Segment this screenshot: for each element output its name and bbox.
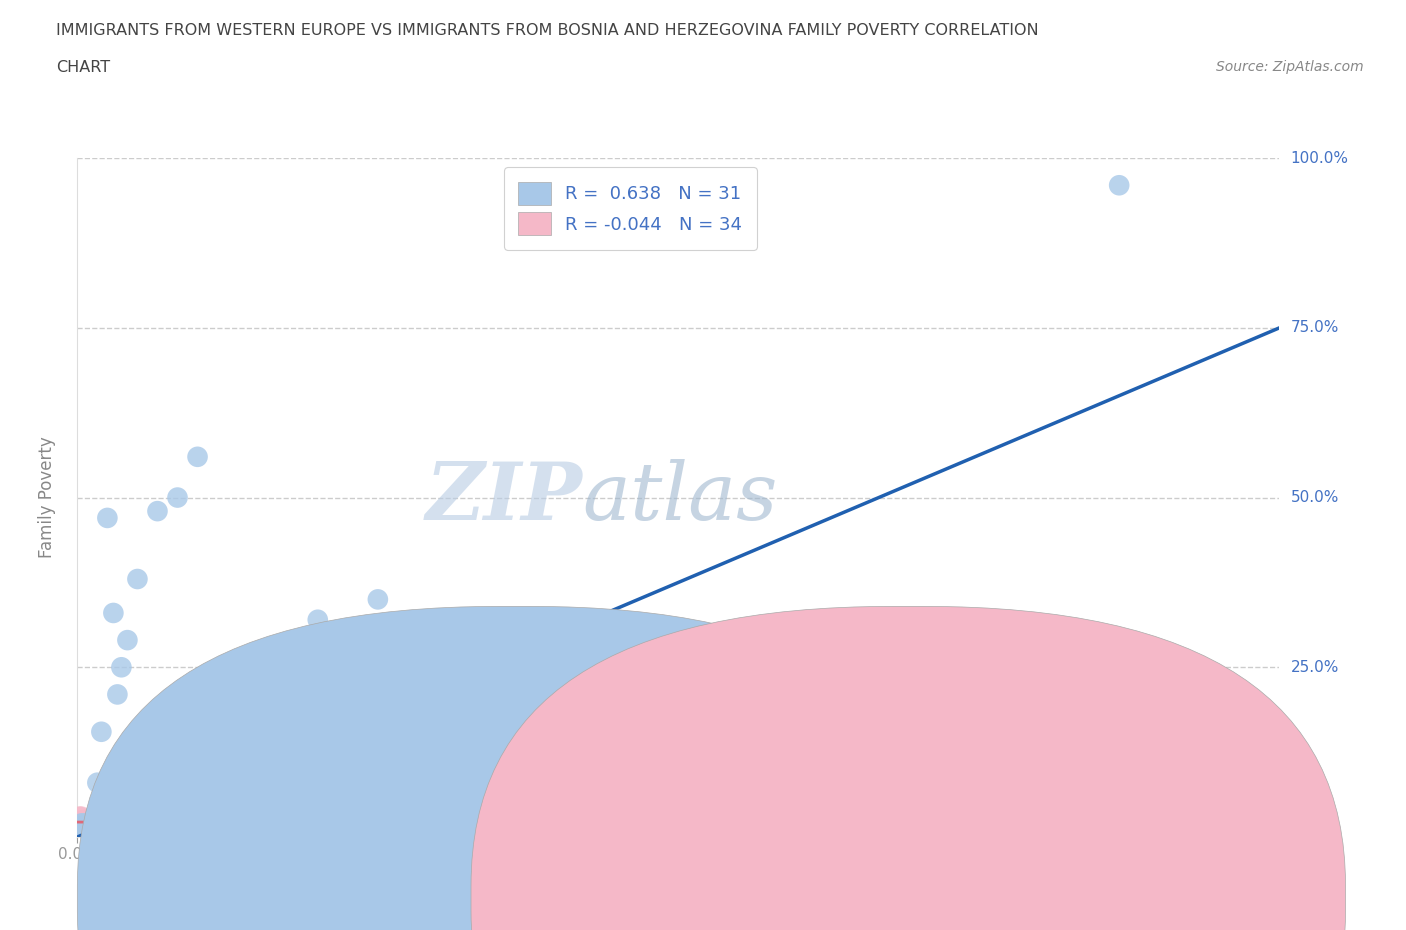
Point (367, 592, 389, 607)
Point (70, 823, 93, 838)
Point (103, 605, 125, 620)
Point (127, 816, 149, 830)
Text: Immigrants from Bosnia and Herzegovina: Immigrants from Bosnia and Herzegovina (931, 891, 1250, 906)
Point (267, 735, 290, 750)
Point (90, 813, 112, 828)
Point (117, 632, 139, 647)
Point (110, 813, 132, 828)
Point (406, 819, 429, 834)
Point (186, 449, 209, 464)
Point (186, 816, 209, 830)
Point (86, 816, 108, 830)
Point (82, 816, 104, 830)
Point (226, 727, 249, 742)
Point (146, 504, 169, 519)
Point (267, 816, 290, 830)
Point (107, 687, 129, 702)
Point (226, 819, 249, 834)
Point (79, 813, 101, 828)
Point (1108, 178, 1130, 193)
Point (67, 809, 90, 824)
Point (75, 819, 97, 834)
Point (326, 819, 349, 834)
Point (75, 819, 97, 834)
Point (75, 813, 97, 828)
Point (72, 823, 94, 838)
Point (72, 813, 94, 828)
Legend: R =  0.638   N = 31, R = -0.044   N = 34: R = 0.638 N = 31, R = -0.044 N = 34 (503, 167, 756, 249)
Text: 0.0%: 0.0% (1291, 830, 1329, 844)
Point (82, 809, 104, 824)
Point (166, 490, 188, 505)
Point (70, 809, 93, 824)
Point (76, 816, 98, 830)
Text: ZIP: ZIP (426, 458, 582, 537)
Point (988, 626, 1011, 641)
Point (72, 819, 94, 834)
Point (67, 816, 90, 830)
Point (76, 823, 98, 838)
Point (84, 819, 107, 834)
Text: Immigrants from Western Europe: Immigrants from Western Europe (537, 891, 792, 906)
Text: IMMIGRANTS FROM WESTERN EUROPE VS IMMIGRANTS FROM BOSNIA AND HERZEGOVINA FAMILY : IMMIGRANTS FROM WESTERN EUROPE VS IMMIGR… (56, 23, 1039, 38)
Point (107, 819, 129, 834)
Point (70, 816, 93, 830)
Point (70, 816, 93, 830)
Point (486, 819, 509, 834)
Point (82, 816, 104, 830)
Point (96, 817, 118, 832)
Point (146, 813, 169, 828)
Text: CHART: CHART (56, 60, 110, 75)
Point (86, 776, 108, 790)
Point (79, 816, 101, 830)
Point (127, 572, 149, 587)
Point (110, 660, 132, 675)
Text: 75.0%: 75.0% (1291, 320, 1339, 336)
Text: Source: ZipAtlas.com: Source: ZipAtlas.com (1216, 60, 1364, 74)
Point (103, 816, 125, 830)
Point (70, 823, 93, 838)
Point (166, 817, 188, 832)
Point (76, 816, 98, 830)
Point (136, 819, 159, 834)
Point (90, 724, 112, 739)
Text: 50.0%: 50.0% (1291, 490, 1339, 505)
Text: 25.0%: 25.0% (1291, 659, 1339, 675)
Point (427, 667, 450, 682)
Point (96, 511, 118, 525)
Y-axis label: Family Poverty: Family Poverty (38, 437, 56, 558)
Point (117, 819, 139, 834)
Point (80, 819, 103, 834)
Text: 100.0%: 100.0% (1291, 151, 1348, 166)
Point (307, 612, 329, 627)
Point (72, 816, 94, 830)
Point (79, 819, 101, 834)
Text: atlas: atlas (582, 458, 778, 537)
Point (80, 819, 103, 834)
Point (67, 819, 90, 834)
